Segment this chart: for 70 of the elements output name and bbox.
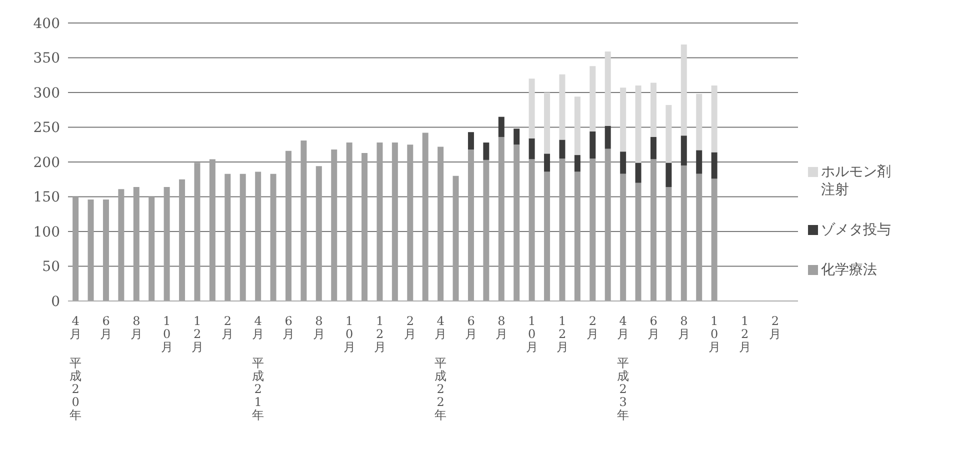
x-tick-label: 2月 [404, 314, 416, 341]
bar [514, 128, 520, 145]
text: 平成21年 [252, 356, 264, 422]
bar [528, 138, 535, 160]
x-tick-label: 4月 [252, 314, 264, 341]
bar [544, 154, 550, 172]
y-tick-label: 150 [33, 190, 60, 206]
bar [559, 74, 566, 140]
x-tick-label: 12月 [191, 314, 204, 354]
bar [650, 82, 656, 137]
bar [620, 152, 626, 174]
x-tick-label: 12月 [556, 314, 568, 354]
x-tick-label: 2月 [222, 314, 234, 341]
x-tick-label: 10月 [526, 314, 538, 354]
y-tick-label: 300 [33, 85, 60, 102]
x-tick-label: 12月 [738, 314, 751, 354]
bar [590, 66, 596, 132]
text: 平成22年 [434, 356, 447, 422]
x-tick-label: 6月 [465, 314, 478, 341]
x-tick-label: 10月 [708, 314, 720, 354]
y-tick-label: 100 [33, 224, 60, 240]
bar [590, 131, 596, 159]
bar [711, 86, 718, 152]
y-tick-label: 200 [33, 154, 60, 171]
legend-label: ゾメタ投与 [821, 221, 892, 239]
x-tick-label: 6月 [100, 314, 112, 341]
y-tick-label: 400 [33, 16, 60, 32]
bar [468, 132, 474, 150]
bar [711, 152, 718, 179]
bar [696, 150, 702, 174]
bar [696, 94, 702, 150]
bar [498, 116, 504, 137]
x-tick-label: 8月 [678, 314, 690, 341]
x-tick-label: 10月 [343, 314, 356, 354]
bar [559, 140, 566, 159]
x-tick-label: 10月 [160, 314, 173, 354]
y-tick-label: 0 [51, 294, 60, 310]
bar [666, 162, 672, 188]
bar [574, 155, 580, 172]
x-tick-label: 8月 [130, 314, 142, 341]
bar [666, 105, 672, 163]
bar [483, 142, 490, 160]
x-tick-label: 4月 [434, 314, 447, 341]
x-tick-label: 4月 [70, 314, 82, 341]
bar [635, 162, 642, 183]
x-tick-label: 8月 [495, 314, 508, 341]
bar [620, 88, 626, 152]
legend-label: ホルモン剤注射 [821, 163, 892, 199]
y-tick-label: 350 [33, 50, 60, 67]
bar [528, 78, 535, 138]
x-tick-label: 8月 [312, 314, 325, 341]
bar [604, 51, 611, 126]
legend-label: 化学療法 [821, 261, 878, 279]
text: 平成20年 [70, 356, 82, 422]
y-tick-label: 250 [33, 120, 60, 136]
x-tick-label: 12月 [374, 314, 386, 354]
bar [574, 96, 580, 156]
y-tick-label: 50 [42, 259, 60, 276]
x-tick-label: 2月 [586, 314, 599, 341]
x-tick-label: 6月 [282, 314, 295, 341]
bar [680, 44, 687, 136]
x-tick-label: 6月 [648, 314, 660, 341]
bar [604, 126, 611, 149]
x-tick-label: 2月 [769, 314, 782, 341]
bar [650, 136, 656, 160]
text: 平成23年 [617, 356, 630, 422]
bar [680, 136, 687, 166]
bar [544, 92, 550, 154]
bar [635, 86, 642, 163]
x-tick-label: 4月 [617, 314, 630, 341]
